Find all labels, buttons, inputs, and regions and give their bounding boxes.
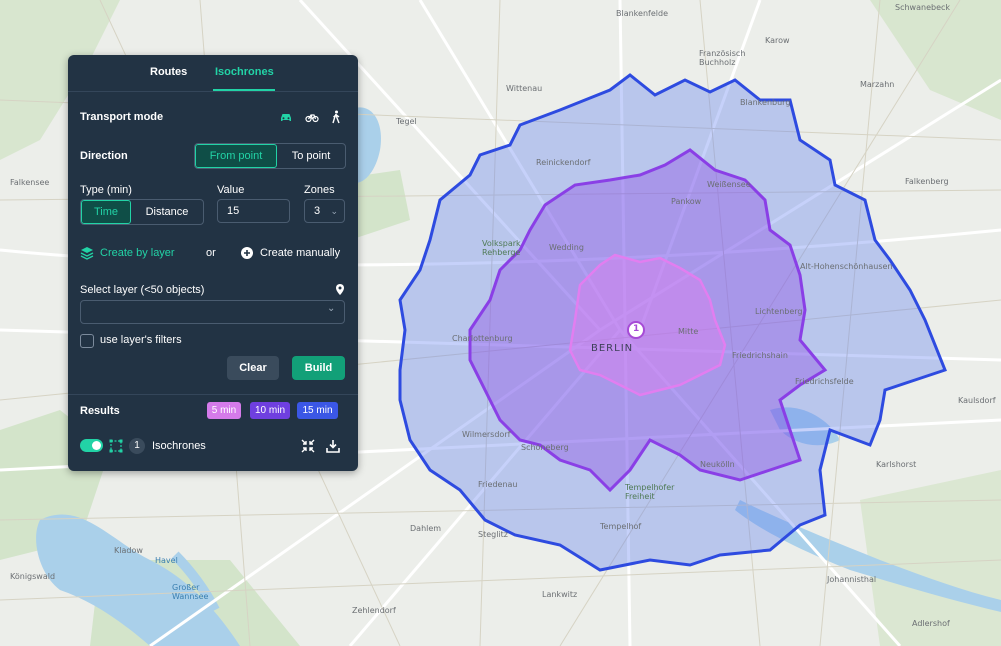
- chevron-down-icon: ⌄: [327, 303, 336, 314]
- panel-tabs: Routes Isochrones: [68, 55, 358, 92]
- label-karow: Karow: [765, 36, 790, 45]
- direction-label: Direction: [80, 150, 128, 162]
- label-karlshorst: Karlshorst: [876, 460, 917, 469]
- isochrone-origin-marker: [627, 321, 645, 339]
- build-button[interactable]: Build: [292, 356, 345, 380]
- select-layer-dropdown[interactable]: [80, 300, 345, 324]
- toggle-knob: [92, 441, 101, 450]
- value-input[interactable]: 15: [217, 199, 290, 223]
- label-lichtenberg: Lichtenberg: [755, 307, 803, 316]
- label-tegel: Tegel: [396, 117, 417, 126]
- label-wittenau: Wittenau: [506, 84, 543, 93]
- label-pankow: Pankow: [671, 197, 702, 206]
- type-toggle: Time Distance: [80, 199, 204, 225]
- car-icon[interactable]: [279, 110, 293, 124]
- label-wedding: Wedding: [549, 243, 584, 252]
- label-reinickendorf: Reinickendorf: [536, 158, 591, 167]
- select-layer-label: Select layer (<50 objects): [80, 284, 205, 296]
- label-friedrichsfelde: Friedrichsfelde: [795, 377, 854, 386]
- plus-circle-icon: [241, 247, 253, 259]
- label-kaulsdorf: Kaulsdorf: [958, 396, 996, 405]
- label-grosser-wannsee: Großer Wannsee: [172, 583, 209, 601]
- create-by-layer-link[interactable]: Create by layer: [100, 247, 175, 259]
- label-falkensee: Falkensee: [10, 178, 50, 187]
- result-index: 1: [134, 440, 140, 451]
- result-index-badge: 1: [129, 438, 145, 454]
- label-koenigswald: Königswald: [10, 572, 56, 581]
- location-pin-icon: [336, 284, 344, 295]
- label-zehlendorf: Zehlendorf: [352, 606, 396, 615]
- label-hohenschoenhausen: Alt-Hohenschönhausen: [800, 262, 893, 271]
- direction-toggle: From point To point: [194, 143, 346, 169]
- label-neukoelln: Neukölln: [700, 460, 735, 469]
- label-kladow: Kladow: [114, 546, 143, 555]
- label-johannisthal: Johannisthal: [827, 575, 877, 584]
- tab-isochrones[interactable]: Isochrones: [215, 66, 274, 78]
- label-friedrichshain: Friedrichshain: [732, 351, 788, 360]
- label-steglitz: Steglitz: [478, 530, 508, 539]
- time-button[interactable]: Time: [81, 200, 131, 224]
- label-lankwitz: Lankwitz: [542, 590, 578, 599]
- label-dahlem: Dahlem: [410, 524, 442, 533]
- create-manually-link[interactable]: Create manually: [260, 247, 341, 259]
- clear-button[interactable]: Clear: [227, 356, 279, 380]
- label-wilmersdorf: Wilmersdorf: [462, 430, 511, 439]
- use-layer-filters-checkbox[interactable]: [80, 334, 94, 348]
- label-buchholz: Französisch Buchholz: [699, 49, 746, 67]
- label-tempelhof: Tempelhof: [600, 522, 642, 531]
- label-weissensee: Weißensee: [707, 180, 751, 189]
- label-havel: Havel: [155, 556, 178, 565]
- bounding-box-icon: [109, 439, 123, 453]
- label-marzahn: Marzahn: [860, 80, 895, 89]
- type-label: Type (min): [80, 184, 132, 196]
- to-point-button[interactable]: To point: [291, 150, 331, 162]
- label-charlottenburg: Charlottenburg: [452, 334, 513, 343]
- label-adlershof: Adlershof: [912, 619, 950, 628]
- zones-value: 3: [314, 205, 321, 217]
- panel-divider: [68, 394, 358, 395]
- label-blankenfelde: Blankenfelde: [616, 9, 668, 18]
- collapse-icon[interactable]: [301, 439, 315, 453]
- label-tempelhofer-feld: Tempelhofer Freiheit: [625, 483, 675, 501]
- active-tab-indicator: [213, 89, 275, 91]
- or-label: or: [206, 247, 216, 259]
- bike-icon[interactable]: [305, 110, 319, 124]
- results-label: Results: [80, 405, 120, 417]
- zones-select[interactable]: 3 ⌄: [304, 199, 345, 223]
- chip-10-min: 10 min: [250, 402, 290, 419]
- chip-15-min: 15 min: [297, 402, 338, 419]
- isochrone-panel: Routes Isochrones Transport mode Directi…: [68, 55, 358, 471]
- label-mitte: Mitte: [678, 327, 699, 336]
- chip-5-min: 5 min: [207, 402, 241, 419]
- label-schoeneberg: Schöneberg: [521, 443, 569, 452]
- layers-icon: [80, 247, 94, 260]
- label-friedenau: Friedenau: [478, 480, 518, 489]
- chevron-down-icon: ⌄: [330, 206, 338, 216]
- label-berlin: BERLIN: [591, 343, 634, 354]
- tab-routes[interactable]: Routes: [150, 66, 188, 78]
- distance-button[interactable]: Distance: [145, 206, 189, 218]
- label-falkenberg: Falkenberg: [905, 177, 949, 186]
- label-volkspark: Volkspark Rehberge: [482, 239, 521, 257]
- transport-mode-label: Transport mode: [80, 111, 164, 123]
- from-point-button[interactable]: From point: [195, 144, 277, 168]
- zones-label: Zones: [304, 184, 335, 196]
- walk-icon[interactable]: [329, 110, 343, 124]
- value-label: Value: [217, 184, 245, 196]
- label-blankenburg: Blankenburg: [740, 98, 791, 107]
- marker-label: 1: [633, 324, 640, 334]
- label-schwanebeck: Schwanebeck: [895, 3, 951, 12]
- download-icon[interactable]: [326, 439, 340, 453]
- result-name: Isochrones: [152, 440, 206, 452]
- use-layer-filters-label: use layer's filters: [100, 334, 182, 346]
- visibility-toggle[interactable]: [80, 439, 103, 452]
